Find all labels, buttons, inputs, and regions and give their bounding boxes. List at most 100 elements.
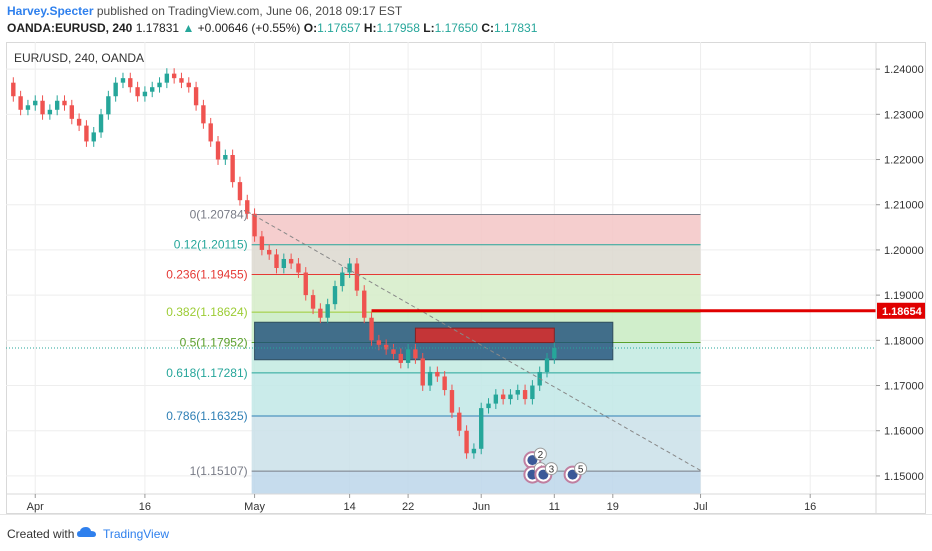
candle-body xyxy=(193,87,199,106)
chart-title: EUR/USD, 240, OANDA xyxy=(14,51,144,65)
fib-level-label: 0.786(1.16325) xyxy=(166,409,247,423)
y-tick-label: 1.17000 xyxy=(884,381,924,393)
x-tick-label: May xyxy=(244,501,265,513)
candle-body xyxy=(11,82,16,97)
candle-body xyxy=(435,371,440,377)
fib-level-label: 0.236(1.19455) xyxy=(166,268,247,282)
fib-level-label: 0.5(1.17952) xyxy=(180,335,248,349)
candle-body xyxy=(25,105,31,110)
x-tick-label: 11 xyxy=(549,501,560,513)
price-chart[interactable]: 0(1.20784) 0.12(1.20115) 0.236(1.19455) 0.3… xyxy=(6,42,926,514)
candle-body xyxy=(332,286,338,305)
y-tick-label: 1.16000 xyxy=(884,426,924,438)
y-tick-label: 1.23000 xyxy=(884,109,924,121)
y-tick-label: 1.22000 xyxy=(884,155,924,167)
candle-body xyxy=(288,258,294,264)
candle-body xyxy=(47,109,53,115)
open-label: O: xyxy=(303,21,318,35)
x-tick-label: 16 xyxy=(804,501,816,513)
event-count-label: 5 xyxy=(578,465,584,476)
fib-level-label: 0(1.20784) xyxy=(190,207,248,221)
candle-body xyxy=(325,304,330,318)
footer: Created with TradingView xyxy=(0,514,932,551)
y-tick-label: 1.15000 xyxy=(884,471,924,483)
y-tick-label: 1.24000 xyxy=(884,64,924,76)
tradingview-brand-link[interactable]: TradingView xyxy=(103,527,170,541)
candle-body xyxy=(106,96,111,115)
event-count-circle xyxy=(533,447,547,461)
candle-body xyxy=(157,82,162,88)
candle-body xyxy=(171,73,177,79)
event-flag-inner xyxy=(538,469,549,480)
fib-band xyxy=(251,372,701,417)
candle-body xyxy=(128,78,133,88)
candle-body xyxy=(18,96,23,110)
candle-body xyxy=(150,87,155,92)
x-tick-label: 14 xyxy=(343,501,355,513)
event-count-circle xyxy=(574,462,588,476)
candle-body xyxy=(76,118,82,126)
candle-body xyxy=(84,125,89,142)
candle-body xyxy=(449,390,455,413)
red-zone-box[interactable] xyxy=(414,327,555,344)
y-tick-label: 1.18000 xyxy=(884,335,924,347)
x-tick-label: Jul xyxy=(694,501,708,513)
candle-body xyxy=(267,249,272,255)
x-tick-label: 19 xyxy=(607,501,619,513)
candle-body xyxy=(62,100,67,106)
candle-body xyxy=(500,394,506,400)
fib-level-label: 1(1.15107) xyxy=(190,464,248,478)
candle-body xyxy=(369,317,374,341)
candle-body xyxy=(530,385,535,400)
candle-body xyxy=(164,73,170,83)
candle-body xyxy=(245,200,250,214)
candle-body xyxy=(33,100,38,106)
candle-body xyxy=(40,100,45,115)
candle-body xyxy=(54,100,60,110)
fib-level-label: 0.618(1.17281) xyxy=(166,366,247,380)
created-with-text: Created with xyxy=(7,527,75,541)
candle-body xyxy=(376,340,382,345)
y-tick-label: 1.20000 xyxy=(884,245,924,257)
price-label: 1.18654 xyxy=(882,306,923,318)
event-flag-inner xyxy=(567,469,578,480)
candle-body xyxy=(186,82,191,88)
candle-body xyxy=(310,295,316,309)
candle-body xyxy=(215,141,221,160)
high-value: 1.17958 xyxy=(376,21,420,35)
candle-body xyxy=(237,182,243,201)
author-link[interactable]: Harvey.Specter xyxy=(7,4,94,18)
candle-body xyxy=(201,105,206,124)
candle-body xyxy=(427,371,433,386)
publish-line: Harvey.Specter published on TradingView.… xyxy=(7,4,402,18)
candle-body xyxy=(179,78,184,83)
candle-body xyxy=(398,353,403,363)
candle-body xyxy=(515,390,520,395)
candle-body xyxy=(91,132,96,142)
candle-body xyxy=(471,448,477,454)
price-label-box xyxy=(877,302,925,319)
symbol-label: OANDA:EURUSD, 240 xyxy=(7,21,133,35)
candle-body xyxy=(113,82,118,97)
open-value: 1.17657 xyxy=(317,21,361,35)
fib-band xyxy=(251,244,701,275)
last-price: 1.17831 xyxy=(135,21,180,35)
candle-body xyxy=(479,408,484,449)
candle-body xyxy=(69,105,74,119)
candle-body xyxy=(464,430,469,454)
fib-band xyxy=(251,274,701,313)
candle-body xyxy=(259,236,265,250)
x-tick-label: 16 xyxy=(139,501,151,513)
candle-body xyxy=(405,349,411,363)
candle-body xyxy=(413,349,418,359)
candle-body xyxy=(223,155,228,160)
chart-area[interactable]: 0(1.20784) 0.12(1.20115) 0.236(1.19455) 0.3… xyxy=(6,42,926,514)
candle-body xyxy=(98,114,104,133)
trend-line[interactable] xyxy=(247,211,701,471)
candle-body xyxy=(135,87,140,97)
event-count-circle xyxy=(544,462,558,476)
candle-body xyxy=(120,78,126,83)
ohlc-line: OANDA:EURUSD, 240 1.17831 ▲ +0.00646 (+0… xyxy=(7,21,537,35)
candle-body xyxy=(340,272,345,287)
candle-body xyxy=(552,348,557,359)
